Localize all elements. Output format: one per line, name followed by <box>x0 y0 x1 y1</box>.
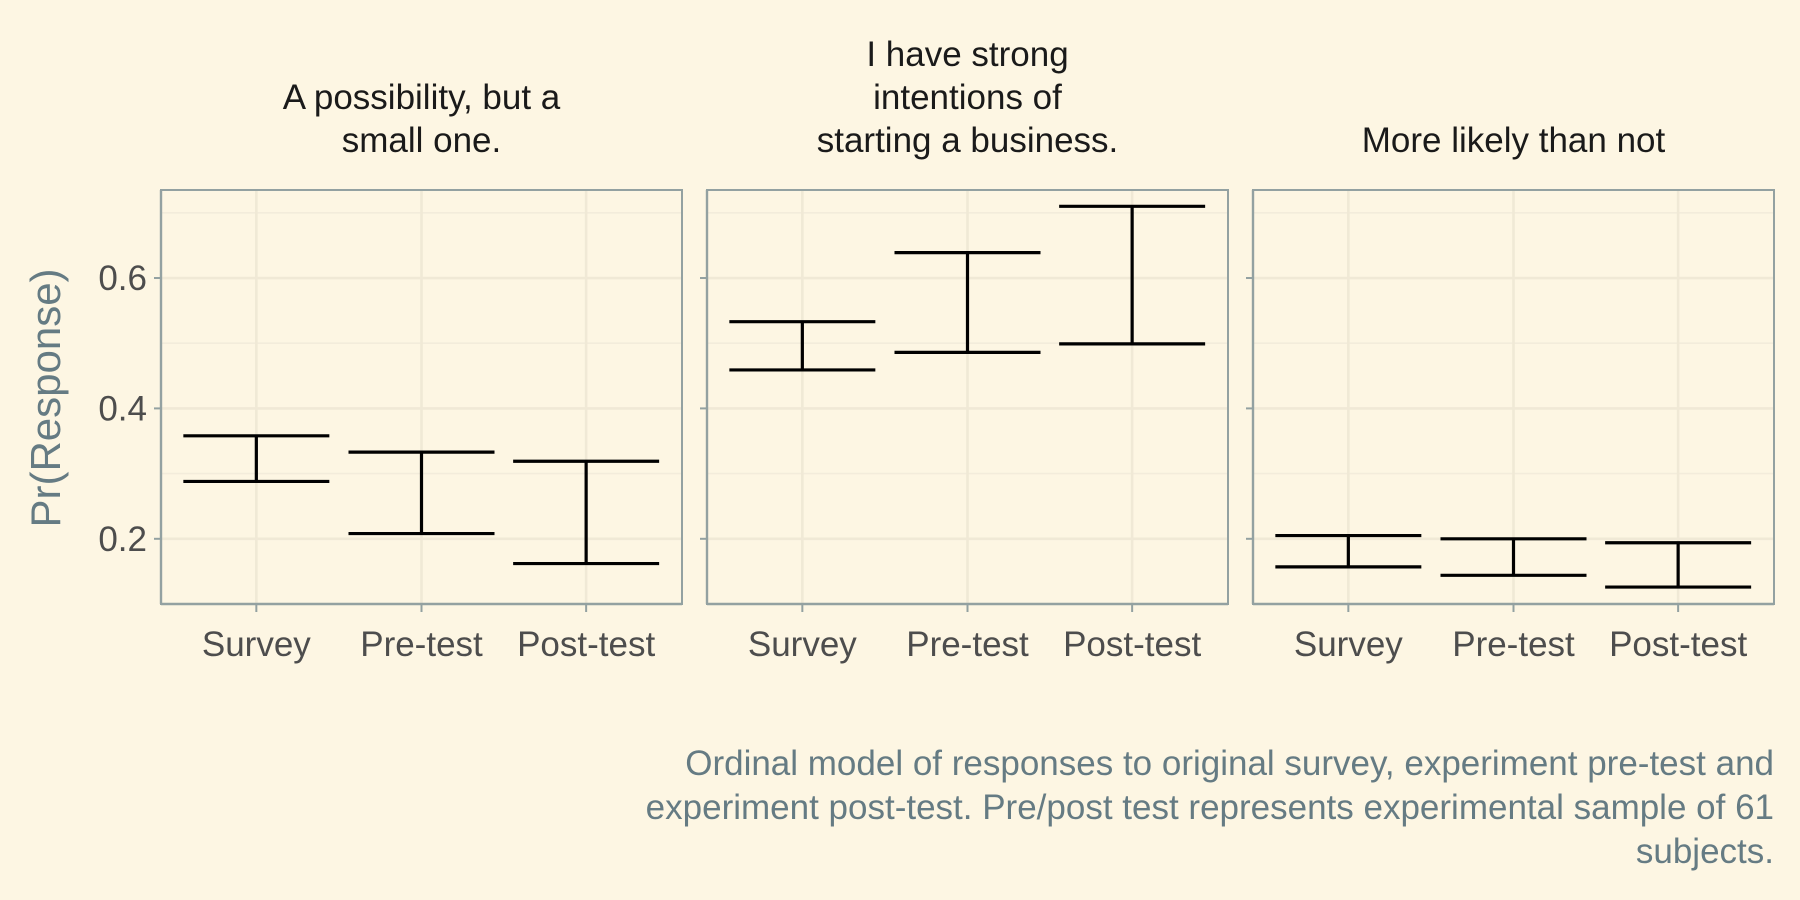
facet-title: I have strong intentions of starting a bus… <box>817 35 1119 160</box>
facet-panels: 0.2 0.4 0.6 A possibility, but a small one. S… <box>98 35 1775 664</box>
x-tick-label: Pre-test <box>360 625 483 664</box>
facet-title: A possibility, but a small one. <box>283 78 561 160</box>
error-bar <box>894 250 1041 354</box>
facet-title-line: small one. <box>342 121 502 160</box>
error-bar <box>1059 204 1206 346</box>
x-tick-label: Pre-test <box>906 625 1029 664</box>
caption-line: subjects. <box>1635 832 1774 871</box>
facet-title-line: intentions of <box>873 78 1062 117</box>
facet-title: More likely than not <box>1362 121 1666 160</box>
x-tick-label: Post-test <box>517 625 655 664</box>
facet-panel: A possibility, but a small one. Survey Pre-… <box>154 78 683 664</box>
error-bar <box>513 459 660 566</box>
y-tick-label: 0.2 <box>98 520 147 559</box>
error-bar <box>183 434 330 484</box>
caption-line: experiment post-test. Pre/post test repr… <box>645 788 1774 827</box>
y-tick-label: 0.6 <box>98 259 147 298</box>
facet-title-line: I have strong <box>866 35 1068 74</box>
facet-panel: I have strong intentions of starting a bus… <box>700 35 1229 664</box>
facet-title-line: starting a business. <box>817 121 1119 160</box>
y-axis-label: Pr(Response) <box>22 268 69 527</box>
facet-panel: More likely than not Survey Pre-test Post-t… <box>1246 121 1775 664</box>
facet-title-line: A possibility, but a <box>283 78 561 117</box>
error-bar <box>348 450 495 536</box>
error-bar <box>729 320 876 372</box>
x-tick-label: Survey <box>748 625 857 664</box>
facet-title-line: More likely than not <box>1362 121 1666 160</box>
error-bar <box>1275 533 1422 569</box>
x-tick-label: Survey <box>1294 625 1403 664</box>
error-bar <box>1605 541 1752 589</box>
y-tick-label: 0.4 <box>98 389 147 428</box>
caption-line: Ordinal model of responses to original s… <box>685 744 1774 783</box>
x-tick-label: Post-test <box>1063 625 1201 664</box>
x-tick-label: Pre-test <box>1452 625 1575 664</box>
error-bar <box>1440 537 1587 577</box>
caption: Ordinal model of responses to original s… <box>374 742 1774 874</box>
x-tick-label: Survey <box>202 625 311 664</box>
x-tick-label: Post-test <box>1609 625 1747 664</box>
